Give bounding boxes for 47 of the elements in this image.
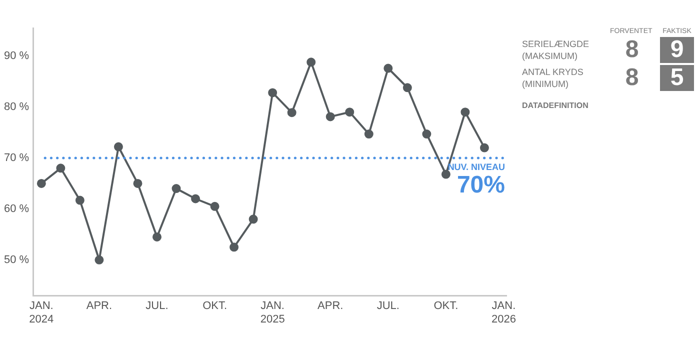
x-tick-label: JAN. 2025: [260, 300, 285, 326]
x-tick-label: JAN. 2024: [29, 300, 54, 326]
point: [191, 194, 200, 204]
y-tick-label: 60 %: [4, 202, 30, 215]
point: [172, 184, 181, 194]
text: DATADEFINITION: [522, 101, 590, 110]
point: [36, 178, 46, 188]
point: [306, 58, 316, 67]
point: [152, 232, 162, 242]
y-tick-label: 50 %: [4, 254, 30, 266]
data-label: 8: [624, 64, 640, 92]
x-tick-label: OKT.: [434, 300, 458, 312]
point: [230, 242, 239, 252]
point: [94, 255, 104, 264]
point: [133, 178, 142, 188]
point: [268, 88, 278, 98]
x-tick-label: APR.: [318, 300, 344, 312]
category-label: SERIELÆNGDE (MAKSIMUM): [522, 38, 590, 62]
point: [345, 108, 354, 117]
point: [441, 170, 450, 179]
x-tick-label: JUL.: [146, 300, 168, 312]
data-label: 8: [624, 36, 640, 64]
data-label: 5: [660, 64, 694, 91]
x-tick-label: JAN. 2026: [491, 300, 516, 326]
ref-line-label: NUV. NIVEAU: [448, 162, 505, 172]
point: [287, 108, 296, 118]
y-tick-label: 70 %: [4, 152, 30, 164]
point: [422, 130, 432, 139]
point: [56, 164, 66, 173]
point: [460, 108, 470, 117]
point: [210, 202, 220, 211]
point: [75, 196, 84, 205]
point: [384, 64, 393, 73]
y-tick-label: 90 %: [4, 50, 30, 62]
x-tick-label: JUL.: [376, 300, 400, 312]
annotation: 70%: [456, 172, 505, 199]
point: [480, 143, 489, 152]
point: [364, 130, 374, 139]
category-label: ANTAL KRYDS (MINIMUM): [522, 66, 584, 90]
point: [402, 83, 412, 92]
data-label: 9: [660, 36, 694, 63]
y-tick-label: 80 %: [4, 101, 30, 114]
x-tick-label: OKT.: [202, 300, 228, 312]
point: [248, 214, 258, 224]
point: [114, 142, 123, 152]
point: [326, 112, 335, 122]
x-tick-label: APR.: [86, 300, 112, 312]
